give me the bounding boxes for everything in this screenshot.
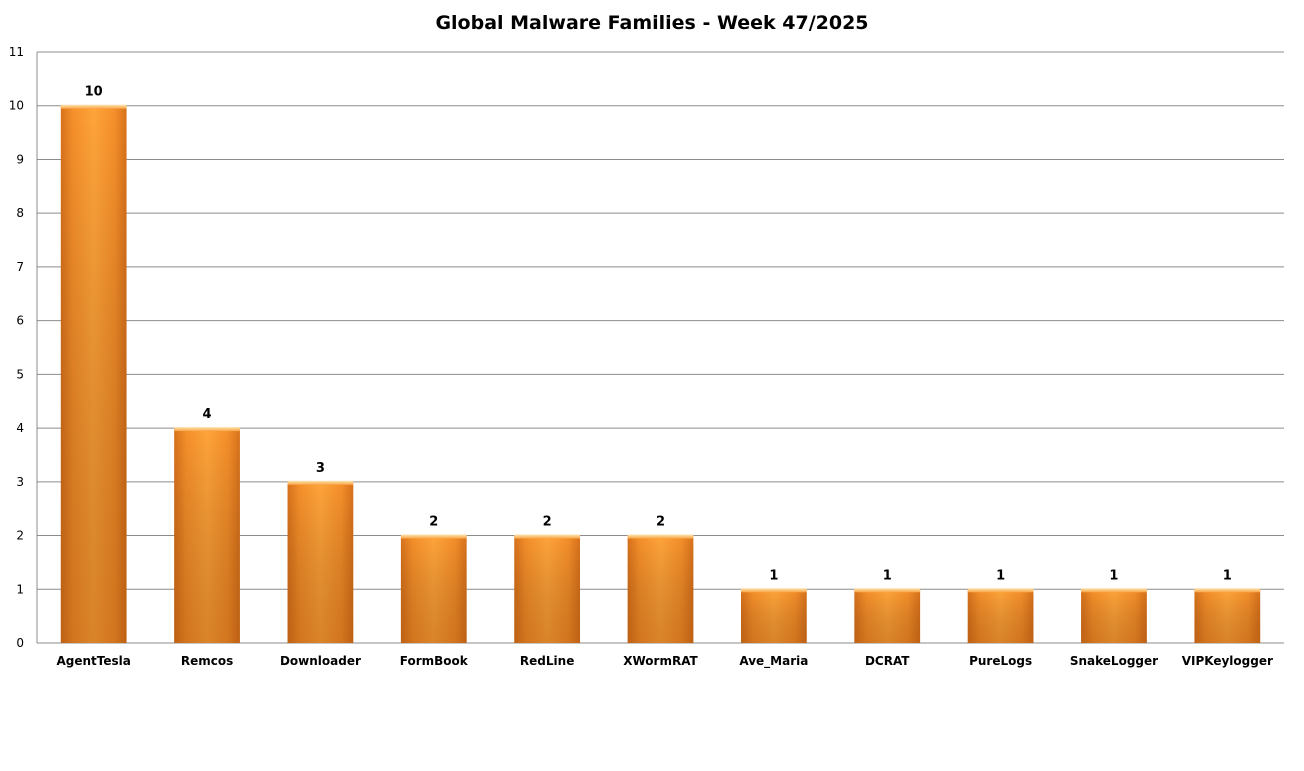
x-tick-label: Ave_Maria: [739, 654, 808, 669]
bar-shade: [627, 535, 694, 643]
bar-cap: [174, 427, 240, 432]
x-tick-label: DCRAT: [865, 654, 910, 668]
bar-shade: [967, 589, 1034, 643]
x-tick-label: PureLogs: [969, 654, 1032, 668]
data-label: 1: [769, 568, 778, 583]
bar-cap: [1194, 588, 1261, 593]
bar-cap: [287, 480, 354, 485]
bar-shade: [174, 428, 240, 643]
y-tick-label: 11: [9, 45, 24, 59]
data-label: 2: [429, 515, 438, 530]
data-label: 1: [883, 568, 892, 583]
data-label: 1: [1223, 568, 1232, 583]
bar-shade: [514, 535, 581, 643]
x-tick-label: FormBook: [400, 654, 469, 668]
bar-group: [400, 534, 467, 643]
bar-group: [287, 480, 354, 643]
bar-group: [1194, 588, 1261, 643]
bar-cap: [854, 588, 921, 593]
data-label: 2: [656, 515, 665, 530]
chart-title: Global Malware Families - Week 47/2025: [435, 12, 869, 34]
bar-group: [854, 588, 921, 643]
bar-shade: [60, 105, 127, 643]
y-tick-label: 8: [16, 206, 24, 220]
bar-cap: [400, 534, 467, 539]
y-tick-label: 10: [9, 99, 24, 113]
bar-shade: [854, 589, 921, 643]
bar-group: [627, 534, 694, 643]
x-tick-label: AgentTesla: [56, 654, 130, 668]
y-tick-label: 7: [16, 260, 24, 274]
x-tick-label: RedLine: [520, 654, 574, 668]
data-label: 3: [316, 461, 325, 476]
bar-shade: [740, 589, 807, 643]
x-tick-label: SnakeLogger: [1070, 654, 1158, 668]
x-tick-label: VIPKeylogger: [1182, 654, 1273, 668]
x-tick-label: Downloader: [280, 654, 361, 668]
y-tick-label: 4: [16, 421, 24, 435]
x-tick-label: Remcos: [181, 654, 233, 668]
bar-cap: [1081, 588, 1147, 593]
bar-cap: [514, 534, 581, 539]
y-tick-label: 1: [16, 582, 24, 596]
data-label: 1: [996, 568, 1005, 583]
bar-group: [174, 427, 240, 643]
y-tick-label: 3: [16, 475, 24, 489]
data-label: 2: [543, 515, 552, 530]
bar-shade: [1194, 589, 1261, 643]
bar-cap: [740, 588, 807, 593]
bar-shade: [400, 535, 467, 643]
y-tick-label: 0: [16, 636, 24, 650]
data-label: 1: [1109, 568, 1118, 583]
x-tick-label: XWormRAT: [623, 654, 698, 668]
bar-cap: [967, 588, 1034, 593]
data-label: 4: [203, 407, 212, 422]
bar-group: [60, 104, 127, 643]
y-tick-label: 9: [16, 152, 24, 166]
y-tick-label: 2: [16, 529, 24, 543]
data-label: 10: [85, 85, 103, 100]
bar-group: [740, 588, 807, 643]
y-tick-label: 5: [16, 367, 24, 381]
bar-shade: [287, 481, 354, 643]
bar-group: [1081, 588, 1147, 643]
bar-cap: [60, 104, 127, 109]
bar-cap: [627, 534, 694, 539]
bar-group: [514, 534, 581, 643]
bar-group: [967, 588, 1034, 643]
bar-shade: [1081, 589, 1147, 643]
y-tick-label: 6: [16, 314, 24, 328]
